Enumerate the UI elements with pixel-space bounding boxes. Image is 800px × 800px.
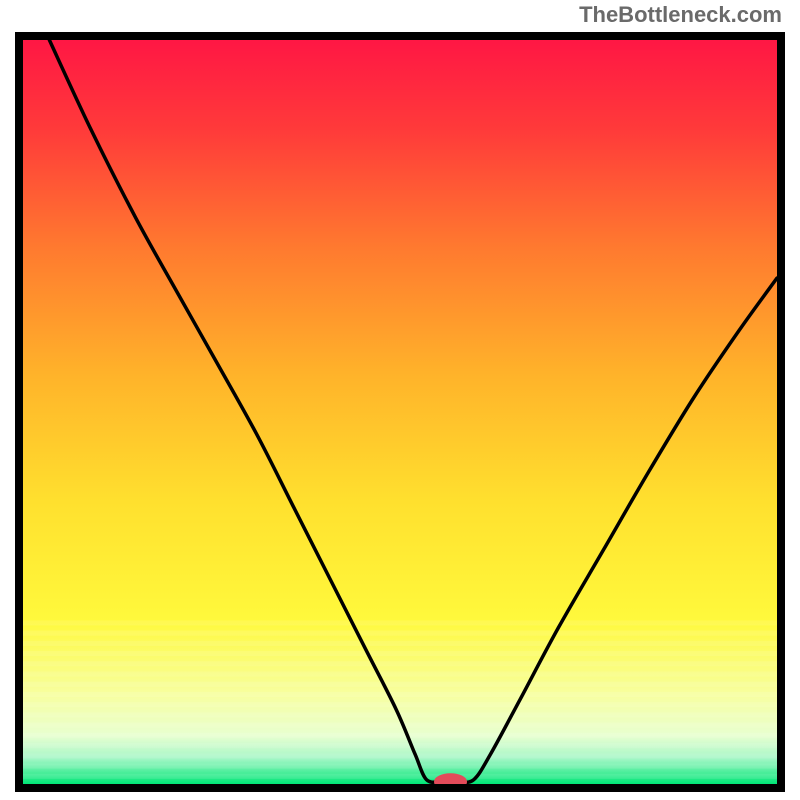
attribution-text: TheBottleneck.com (579, 2, 782, 28)
plot-area (15, 32, 785, 792)
valley-marker (23, 40, 777, 784)
